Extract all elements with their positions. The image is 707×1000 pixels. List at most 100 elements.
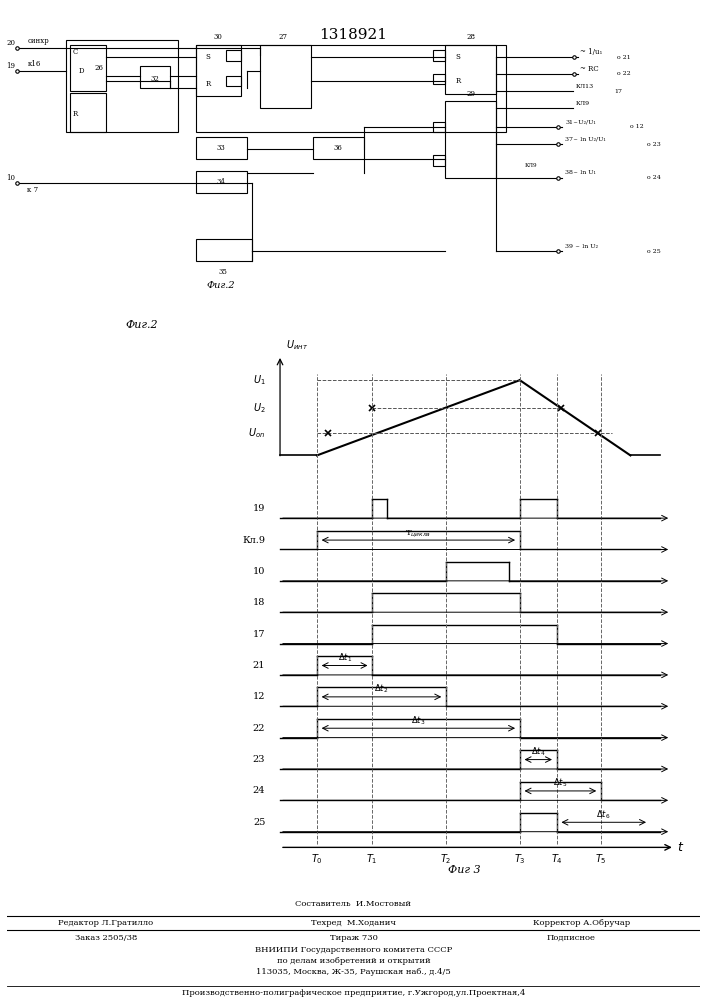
Text: 34: 34: [216, 178, 226, 186]
Bar: [66, 40, 178, 132]
Bar: [226, 50, 241, 60]
Bar: [70, 45, 106, 91]
Text: Фиг.2: Фиг.2: [125, 320, 158, 330]
Text: o 24: o 24: [647, 175, 661, 180]
Text: 35: 35: [218, 268, 228, 276]
Text: Редактор Л.Гратилло: Редактор Л.Гратилло: [59, 919, 153, 927]
Text: R: R: [455, 77, 461, 85]
Text: T$_{цикла}$: T$_{цикла}$: [405, 528, 431, 539]
Text: $T_2$: $T_2$: [440, 852, 452, 866]
Text: Фиг 3: Фиг 3: [448, 865, 481, 875]
Text: Тираж 730: Тираж 730: [329, 934, 378, 942]
Text: 18: 18: [253, 598, 265, 607]
Text: Техред  М.Ходанич: Техред М.Ходанич: [311, 919, 396, 927]
Bar: [196, 239, 252, 261]
Text: КЛ9: КЛ9: [525, 163, 537, 168]
Bar: [445, 45, 496, 94]
Text: o 25: o 25: [647, 249, 661, 254]
Bar: [196, 45, 506, 132]
Bar: [312, 137, 363, 159]
Bar: [445, 101, 496, 178]
Bar: [433, 74, 445, 84]
Text: $\Delta t_1$: $\Delta t_1$: [337, 652, 351, 664]
Text: $\Delta t_5$: $\Delta t_5$: [554, 777, 568, 789]
Text: 25: 25: [253, 818, 265, 827]
Text: R: R: [72, 110, 78, 118]
Text: 19: 19: [253, 504, 265, 513]
Text: $\Delta t_4$: $\Delta t_4$: [531, 746, 546, 758]
Text: $U_{on}$: $U_{on}$: [248, 427, 265, 440]
Text: $\Delta t_6$: $\Delta t_6$: [595, 808, 610, 821]
Text: S: S: [455, 53, 460, 61]
Text: o 22: o 22: [617, 71, 631, 76]
Text: 1318921: 1318921: [320, 28, 387, 42]
Text: $T_1$: $T_1$: [366, 852, 378, 866]
Text: 17: 17: [614, 89, 622, 94]
Text: 21: 21: [253, 661, 265, 670]
Text: Заказ 2505/38: Заказ 2505/38: [75, 934, 137, 942]
Text: синхр: синхр: [28, 37, 49, 45]
Text: 39 ~ ln U₂: 39 ~ ln U₂: [566, 244, 598, 249]
Text: 10: 10: [253, 567, 265, 576]
Text: Составитель  И.Мостовый: Составитель И.Мостовый: [296, 900, 411, 908]
Text: Кл.9: Кл.9: [243, 536, 265, 545]
Bar: [139, 66, 170, 88]
Bar: [259, 45, 310, 108]
Text: o 23: o 23: [647, 142, 661, 147]
Text: 37~ ln U₂/U₁: 37~ ln U₂/U₁: [566, 137, 606, 142]
Text: 113035, Москва, Ж-35, Раушская наб., д.4/5: 113035, Москва, Ж-35, Раушская наб., д.4…: [256, 968, 451, 976]
Text: 28: 28: [466, 33, 475, 41]
Text: Подписное: Подписное: [547, 934, 596, 942]
Bar: [226, 76, 241, 86]
Text: ~ RC: ~ RC: [580, 65, 598, 73]
Text: 22: 22: [253, 724, 265, 733]
Bar: [433, 50, 445, 60]
Text: 29: 29: [466, 90, 475, 98]
Text: по делам изобретений и открытий: по делам изобретений и открытий: [276, 957, 431, 965]
Text: $T_0$: $T_0$: [311, 852, 323, 866]
Bar: [70, 93, 106, 132]
Text: 12: 12: [253, 692, 265, 701]
Text: 33: 33: [216, 144, 226, 152]
Text: к16: к16: [28, 60, 41, 68]
Text: 17: 17: [253, 630, 265, 639]
Text: o 21: o 21: [617, 55, 631, 60]
Text: 19: 19: [6, 62, 16, 70]
Text: 30: 30: [214, 33, 223, 41]
Text: $\Delta t_3$: $\Delta t_3$: [411, 714, 426, 727]
Text: 10: 10: [6, 174, 16, 182]
Text: Производственно-полиграфическое предприятие, г.Ужгород,ул.Проектная,4: Производственно-полиграфическое предприя…: [182, 989, 525, 997]
Text: к 7: к 7: [28, 186, 39, 194]
Text: $t$: $t$: [677, 841, 684, 854]
Bar: [433, 122, 445, 132]
Text: R: R: [206, 80, 211, 88]
Text: 38~ ln U₁: 38~ ln U₁: [566, 170, 596, 175]
Text: ВНИИПИ Государственного комитета СССР: ВНИИПИ Государственного комитета СССР: [255, 946, 452, 954]
Bar: [196, 137, 247, 159]
Text: 32: 32: [151, 75, 159, 83]
Bar: [433, 155, 445, 166]
Text: $U_1$: $U_1$: [252, 373, 265, 387]
Text: $\Delta t_2$: $\Delta t_2$: [375, 683, 389, 695]
Text: Фиг.2: Фиг.2: [206, 281, 235, 290]
Text: S: S: [206, 53, 211, 61]
Text: 27: 27: [279, 33, 288, 41]
Text: 36: 36: [334, 144, 343, 152]
Text: 24: 24: [253, 786, 265, 795]
Text: 26: 26: [94, 64, 103, 72]
Text: $U_2$: $U_2$: [252, 401, 265, 415]
Text: $T_4$: $T_4$: [551, 852, 563, 866]
Text: D: D: [78, 67, 84, 75]
Text: 31~U₂/U₁: 31~U₂/U₁: [566, 119, 596, 124]
Text: $T_5$: $T_5$: [595, 852, 607, 866]
Text: $T_3$: $T_3$: [514, 852, 526, 866]
Text: 20: 20: [6, 39, 16, 47]
Text: C: C: [72, 48, 78, 56]
Bar: [196, 45, 241, 96]
Bar: [196, 171, 247, 193]
Text: ~ 1/u₁: ~ 1/u₁: [580, 48, 602, 56]
Text: $U_{инт}$: $U_{инт}$: [286, 338, 308, 352]
Text: o 12: o 12: [630, 124, 643, 129]
Text: КЛ9: КЛ9: [575, 101, 590, 106]
Text: КЛ13: КЛ13: [575, 84, 594, 89]
